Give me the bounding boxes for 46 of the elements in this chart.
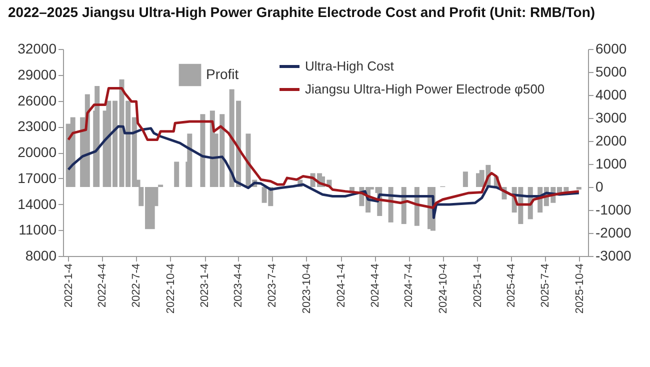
x-tick-label: 2023-4-4: [232, 264, 245, 308]
x-tick-label: 2022-7-4: [130, 264, 142, 308]
y2-tick-label: 5000: [596, 64, 627, 80]
x-tick-label: 2024-4-4: [369, 264, 382, 308]
y-tick-label: 14000: [18, 196, 57, 212]
bar: [94, 86, 100, 187]
y2-tick-label: 1000: [596, 156, 627, 172]
legend-label: Jiangsu Ultra-High Power Electrode φ500: [305, 82, 545, 96]
bar: [462, 172, 468, 187]
y2-tick-label: -3000: [596, 248, 632, 264]
chart-title: 2022–2025 Jiangsu Ultra-High Power Graphite Electrode Cost and Profit (Unit: RMB/Ton): [8, 4, 596, 20]
y-tick-label: 26000: [18, 92, 57, 108]
y-tick-label: 20000: [18, 144, 57, 160]
x-tick-label: 2024-1-4: [335, 264, 348, 308]
y2-tick-label: -1000: [596, 202, 632, 218]
x-tick-label: 2024-7-4: [403, 264, 416, 308]
x-tick-label: 2023-1-4: [199, 264, 212, 308]
y2-tick-label: 3000: [596, 110, 627, 126]
legend-label: Profit: [206, 66, 239, 82]
x-tick-label: 2024-10-4: [438, 264, 450, 314]
bar: [187, 134, 192, 187]
x-tick-label: 2025-10-4: [574, 264, 586, 314]
x-tick-label: 2022-4-4: [96, 264, 108, 308]
y2-tick-label: 6000: [596, 40, 627, 56]
y2-tick-label: -2000: [596, 224, 632, 240]
bar: [174, 162, 180, 187]
y-tick-label: 32000: [18, 40, 57, 56]
y-tick-label: 29000: [18, 66, 57, 82]
x-tick-label: 2025-7-4: [539, 264, 552, 308]
x-tick-label: 2023-7-4: [266, 264, 279, 308]
legend-label: Ultra-High Cost: [305, 58, 394, 74]
y2-tick-label: 4000: [596, 86, 627, 102]
x-tick-label: 2025-4-4: [505, 264, 518, 308]
y-tick-label: 11000: [18, 222, 57, 238]
y-tick-label: 8000: [25, 248, 57, 264]
y-tick-label: 17000: [18, 170, 57, 186]
x-tick-label: 2022-10-4: [164, 264, 177, 314]
x-tick-label: 2023-10-4: [300, 264, 313, 314]
x-tick-label: 2025-1-4: [472, 264, 484, 308]
x-tick-label: 2022-1-4: [62, 264, 75, 308]
bar: [200, 114, 206, 187]
y-tick-label: 23000: [18, 118, 57, 134]
bar: [576, 187, 582, 190]
line-series: [67, 125, 580, 219]
y2-tick-label: 0: [596, 178, 604, 194]
y2-tick-label: 2000: [596, 132, 627, 148]
